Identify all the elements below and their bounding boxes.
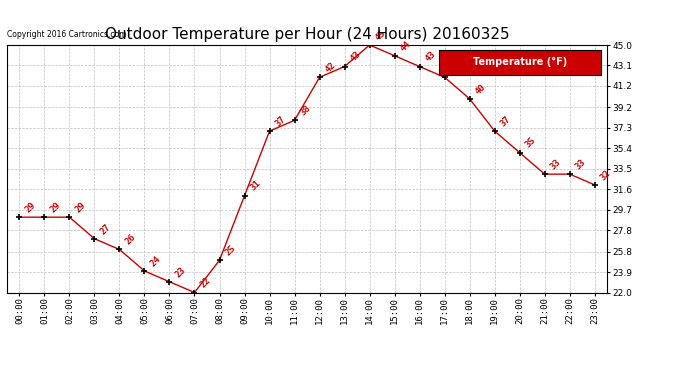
Text: 29: 29 xyxy=(48,200,63,214)
Text: 33: 33 xyxy=(549,158,563,171)
Text: 42: 42 xyxy=(324,60,337,75)
Text: 37: 37 xyxy=(499,114,513,128)
Text: 37: 37 xyxy=(274,114,288,128)
Text: 32: 32 xyxy=(599,168,613,182)
Text: 29: 29 xyxy=(23,200,37,214)
Title: Outdoor Temperature per Hour (24 Hours) 20160325: Outdoor Temperature per Hour (24 Hours) … xyxy=(105,27,509,42)
Text: 31: 31 xyxy=(248,179,263,193)
Text: 24: 24 xyxy=(148,254,163,268)
Text: 23: 23 xyxy=(174,265,188,279)
Text: Copyright 2016 Cartronics.com: Copyright 2016 Cartronics.com xyxy=(7,30,126,39)
Text: 43: 43 xyxy=(348,50,363,64)
Text: 27: 27 xyxy=(99,222,112,236)
Text: 33: 33 xyxy=(574,158,588,171)
Text: 25: 25 xyxy=(224,243,237,258)
Text: 26: 26 xyxy=(124,233,137,247)
Text: 38: 38 xyxy=(299,104,313,117)
Text: 29: 29 xyxy=(74,200,88,214)
Text: 35: 35 xyxy=(524,136,538,150)
Text: 42: 42 xyxy=(448,60,463,75)
Text: 43: 43 xyxy=(424,50,437,64)
Text: 22: 22 xyxy=(199,276,213,290)
Text: 44: 44 xyxy=(399,39,413,53)
Text: 40: 40 xyxy=(474,82,488,96)
Text: 45: 45 xyxy=(374,28,388,42)
